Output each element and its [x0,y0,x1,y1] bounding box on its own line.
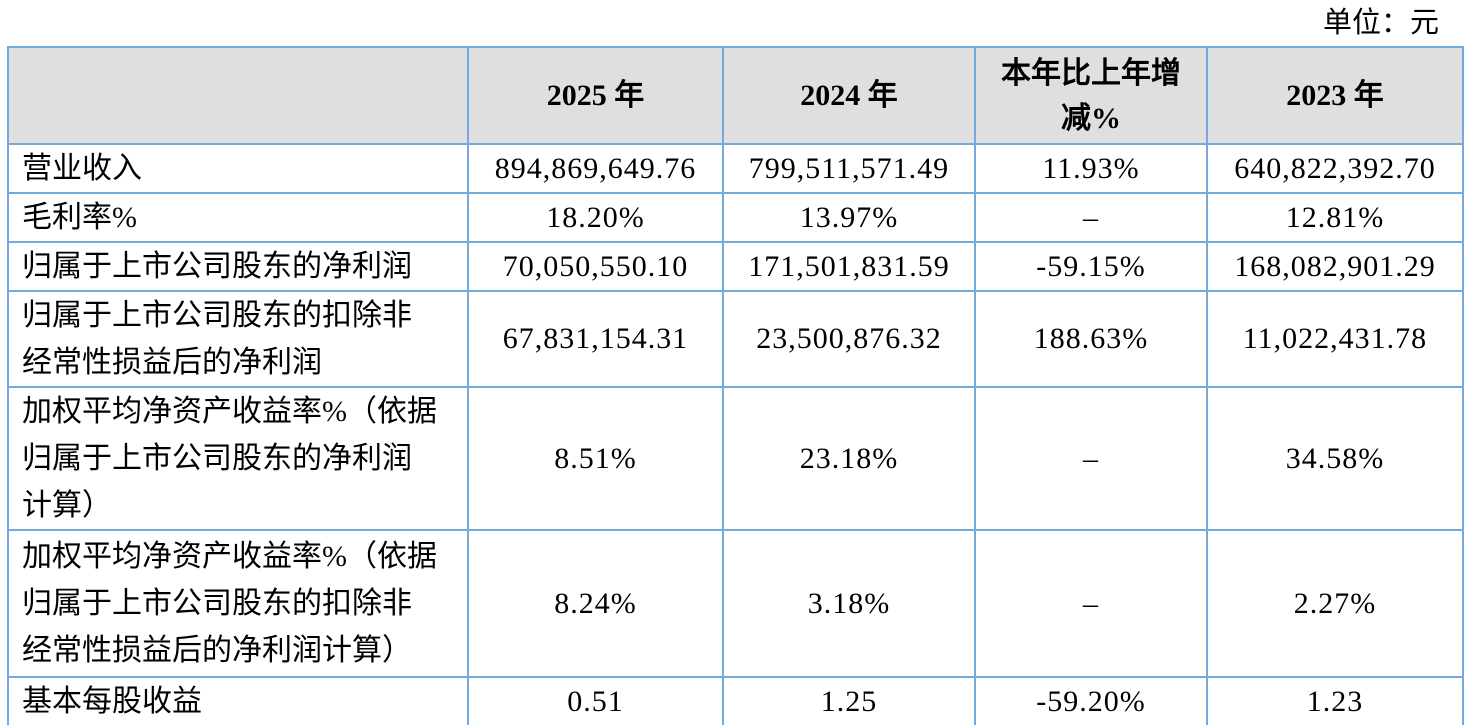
cell-value-2023: 11,022,431.78 [1206,290,1464,388]
column-header-2024: 2024 年 [722,46,976,145]
cell-value-2024: 23.18% [722,386,976,531]
table-row-gross-margin: 毛利率% 18.20% 13.97% – 12.81% [7,192,1464,243]
cell-value-yoy: 188.63% [974,290,1208,388]
row-label: 归属于上市公司股东的净利润 [7,241,469,292]
cell-value-yoy: -59.20% [974,676,1208,725]
cell-value-2024: 799,511,571.49 [722,143,976,194]
column-header-yoy-change: 本年比上年增 减% [974,46,1208,145]
cell-value-2025: 18.20% [467,192,724,243]
cell-value-2024: 13.97% [722,192,976,243]
cell-value-2023: 168,082,901.29 [1206,241,1464,292]
cell-value-2023: 12.81% [1206,192,1464,243]
row-label: 毛利率% [7,192,469,243]
row-label: 归属于上市公司股东的扣除非 经常性损益后的净利润 [7,290,469,388]
cell-value-2024: 23,500,876.32 [722,290,976,388]
cell-value-2023: 1.23 [1206,676,1464,725]
cell-value-2025: 894,869,649.76 [467,143,724,194]
cell-value-2025: 70,050,550.10 [467,241,724,292]
row-label: 基本每股收益 [7,676,469,725]
table-row-net-profit-excl-nonrecurring: 归属于上市公司股东的扣除非 经常性损益后的净利润 67,831,154.31 2… [7,290,1464,388]
cell-value-2025: 8.51% [467,386,724,531]
cell-value-yoy: 11.93% [974,143,1208,194]
table-row-basic-eps: 基本每股收益 0.51 1.25 -59.20% 1.23 [7,676,1464,725]
row-label: 加权平均净资产收益率%（依据 归属于上市公司股东的净利润 计算） [7,386,469,531]
cell-value-2024: 3.18% [722,529,976,678]
table-header-row: 2025 年 2024 年 本年比上年增 减% 2023 年 [7,46,1464,145]
cell-value-yoy: -59.15% [974,241,1208,292]
cell-value-yoy: – [974,386,1208,531]
table-row-net-profit: 归属于上市公司股东的净利润 70,050,550.10 171,501,831.… [7,241,1464,292]
unit-label: 单位：元 [1322,7,1439,39]
column-header-2023: 2023 年 [1206,46,1464,145]
cell-value-yoy: – [974,192,1208,243]
cell-value-2024: 171,501,831.59 [722,241,976,292]
column-header-2025: 2025 年 [467,46,724,145]
financial-summary-table: 2025 年 2024 年 本年比上年增 减% 2023 年 营业收入 894,… [7,46,1464,725]
table-row-weighted-roe-excl-nonrecurring: 加权平均净资产收益率%（依据 归属于上市公司股东的扣除非 经常性损益后的净利润计… [7,529,1464,678]
row-label: 营业收入 [7,143,469,194]
column-header-blank [7,46,469,145]
row-label: 加权平均净资产收益率%（依据 归属于上市公司股东的扣除非 经常性损益后的净利润计… [7,529,469,678]
cell-value-2025: 67,831,154.31 [467,290,724,388]
cell-value-2023: 2.27% [1206,529,1464,678]
cell-value-2025: 8.24% [467,529,724,678]
cell-value-2023: 640,822,392.70 [1206,143,1464,194]
cell-value-2024: 1.25 [722,676,976,725]
cell-value-yoy: – [974,529,1208,678]
cell-value-2023: 34.58% [1206,386,1464,531]
cell-value-2025: 0.51 [467,676,724,725]
table-row-weighted-roe: 加权平均净资产收益率%（依据 归属于上市公司股东的净利润 计算） 8.51% 2… [7,386,1464,531]
table-row-operating-revenue: 营业收入 894,869,649.76 799,511,571.49 11.93… [7,143,1464,194]
